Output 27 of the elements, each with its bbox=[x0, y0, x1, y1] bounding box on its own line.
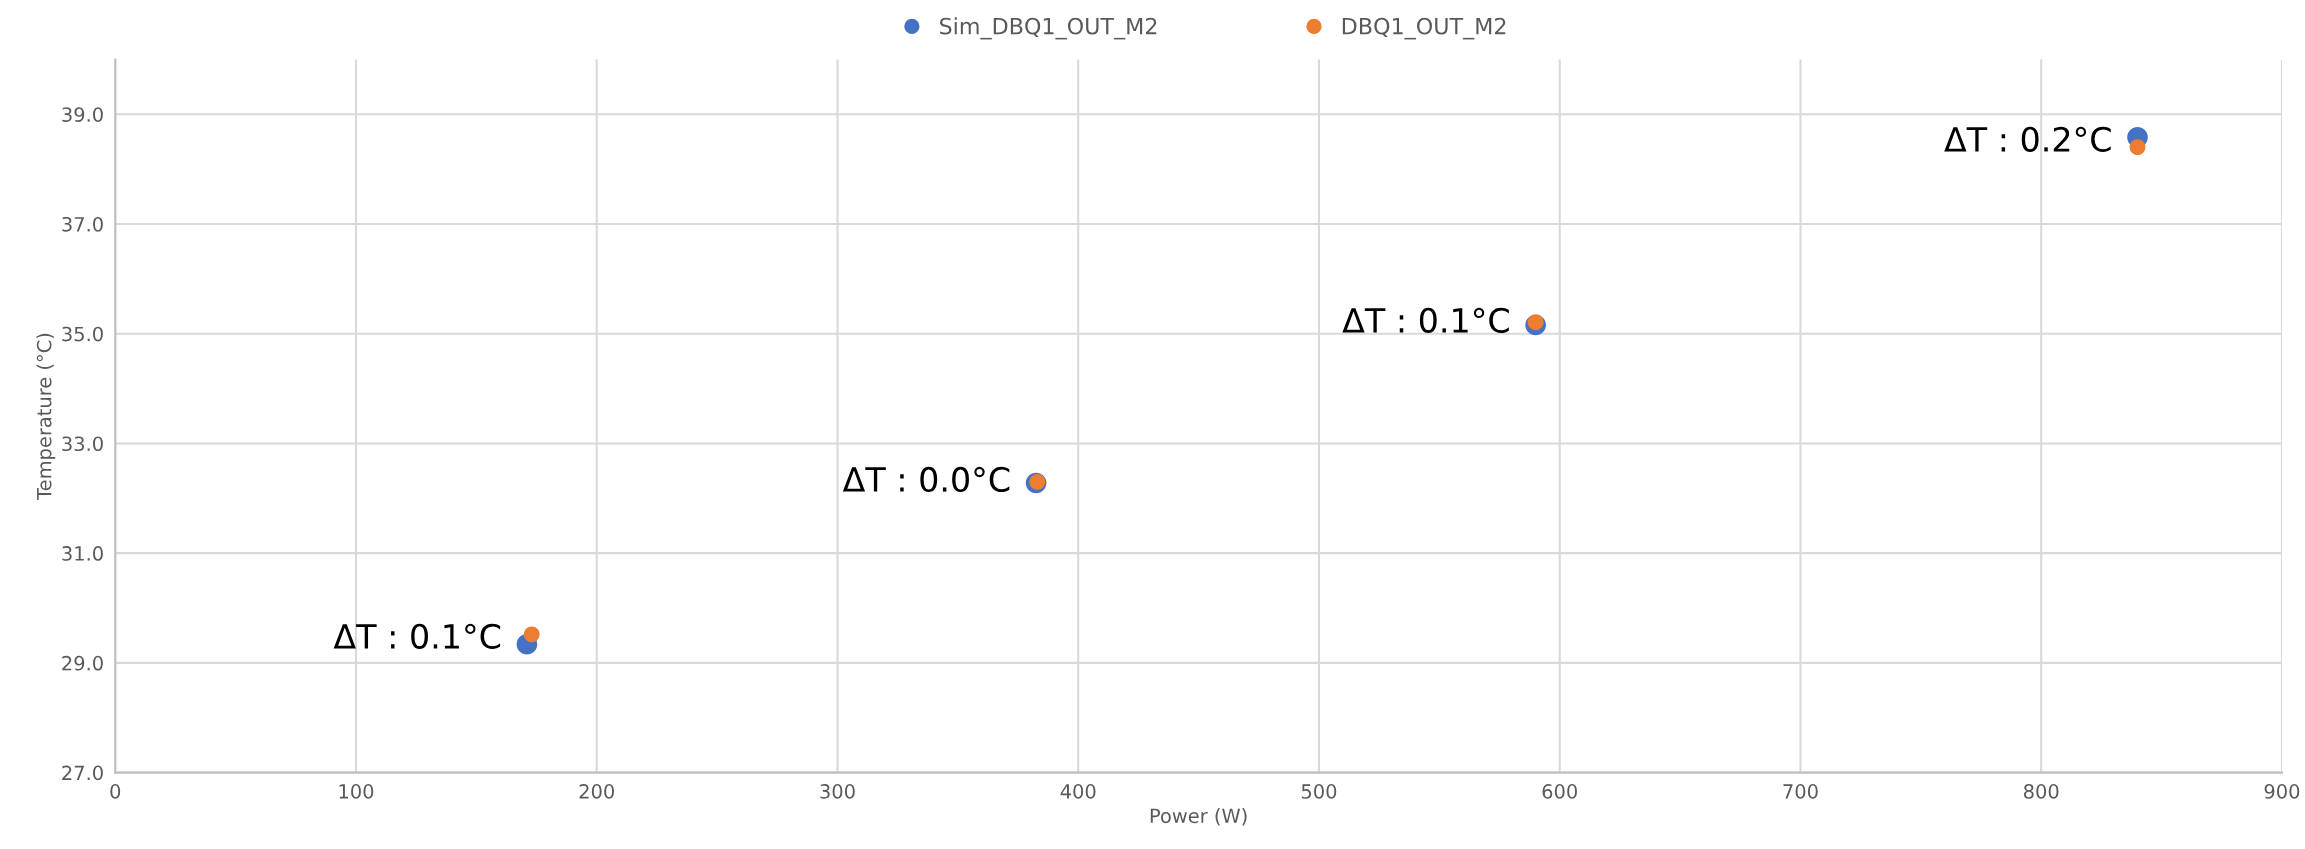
x-tick-label: 900 bbox=[2264, 784, 2300, 799]
y-tick-label: 27.0 bbox=[62, 765, 103, 781]
y-tick-label: 29.0 bbox=[62, 655, 103, 671]
x-tick-label: 0 bbox=[110, 784, 121, 799]
point bbox=[2129, 139, 2146, 156]
y-tick-label: 39.0 bbox=[62, 107, 103, 122]
x-tick-label: 100 bbox=[339, 784, 374, 799]
annotation: ΔT : 0.0°C bbox=[842, 466, 1010, 493]
y-axis-title: Temperature (°C) bbox=[36, 333, 56, 500]
x-tick-label: 400 bbox=[1060, 784, 1096, 799]
point bbox=[523, 626, 540, 643]
y-tick-label: 37.0 bbox=[62, 216, 103, 232]
y-tick-label: 35.0 bbox=[62, 326, 103, 342]
y-tick-label: 33.0 bbox=[62, 436, 103, 452]
x-tick-label: 200 bbox=[579, 784, 614, 799]
annotation: ΔT : 0.1°C bbox=[1342, 307, 1509, 333]
x-tick-label: 600 bbox=[1542, 784, 1577, 799]
x-tick-label: 800 bbox=[2023, 784, 2059, 799]
y-tick-label: 31.0 bbox=[62, 546, 103, 561]
legend-label: DBQ1_OUT_M2 bbox=[1342, 17, 1506, 40]
x-tick-label: 500 bbox=[1301, 784, 1337, 799]
annotation: ΔT : 0.1°C bbox=[333, 623, 501, 649]
legend-label: Sim_DBQ1_OUT_M2 bbox=[940, 17, 1157, 40]
annotation: ΔT : 0.2°C bbox=[1944, 126, 2111, 152]
x-axis-title: Power (W) bbox=[1150, 808, 1247, 826]
x-tick-label: 300 bbox=[820, 784, 855, 799]
x-tick-label: 700 bbox=[1783, 784, 1818, 799]
